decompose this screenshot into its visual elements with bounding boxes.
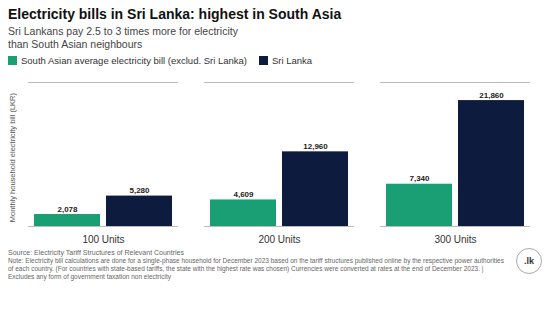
html-text:Sri Lanka: Sri Lanka — [272, 55, 313, 66]
html-text:Source: Electricity Tariff Str: Source: Electricity Tariff Structures of… — [8, 249, 184, 256]
html-text:Sri Lankans pay 2.5 to 3 times: Sri Lankans pay 2.5 to 3 times more for … — [8, 25, 238, 50]
svg-text:7,340: 7,340 — [409, 174, 430, 183]
svg-text:2,078: 2,078 — [57, 205, 78, 214]
svg-text:4,609: 4,609 — [233, 190, 254, 199]
html-text:Monthly household electricity: Monthly household electricity bill (LKR) — [8, 93, 17, 223]
html-text:Note: Electricity bill calcula: Note: Electricity bill calculations are … — [8, 257, 504, 280]
html-text:.lk: .lk — [524, 256, 534, 266]
svg-text:12,960: 12,960 — [303, 142, 328, 151]
svg-text:100 Units: 100 Units — [82, 234, 124, 245]
svg-text:21,860: 21,860 — [479, 91, 504, 100]
html-text:South Asian average electricit: South Asian average electricity bill (ex… — [21, 55, 247, 66]
svg-text:300 Units: 300 Units — [434, 234, 476, 245]
svg-text:200 Units: 200 Units — [258, 234, 300, 245]
svg-text:5,280: 5,280 — [129, 186, 150, 195]
html-text:Electricity bills in Sri Lanka: Electricity bills in Sri Lanka: highest … — [8, 6, 342, 22]
